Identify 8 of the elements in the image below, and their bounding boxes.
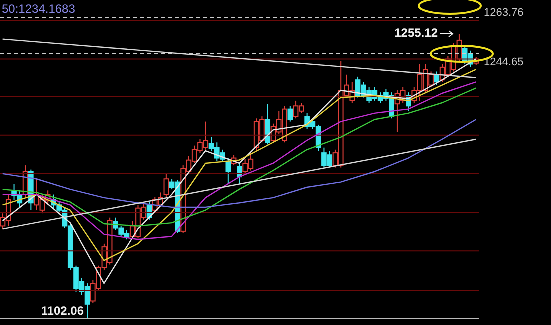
candlestick: [164, 173, 170, 198]
annotation: 1255.12: [394, 26, 438, 40]
ref-line-label: 1244.65: [484, 56, 524, 68]
annotation: 1102.06: [41, 304, 84, 318]
text: 50:1234.1683: [2, 2, 76, 16]
ref-line-label: 1263.76: [484, 6, 524, 19]
candlestick: [265, 104, 271, 146]
candlestick: [288, 106, 294, 122]
